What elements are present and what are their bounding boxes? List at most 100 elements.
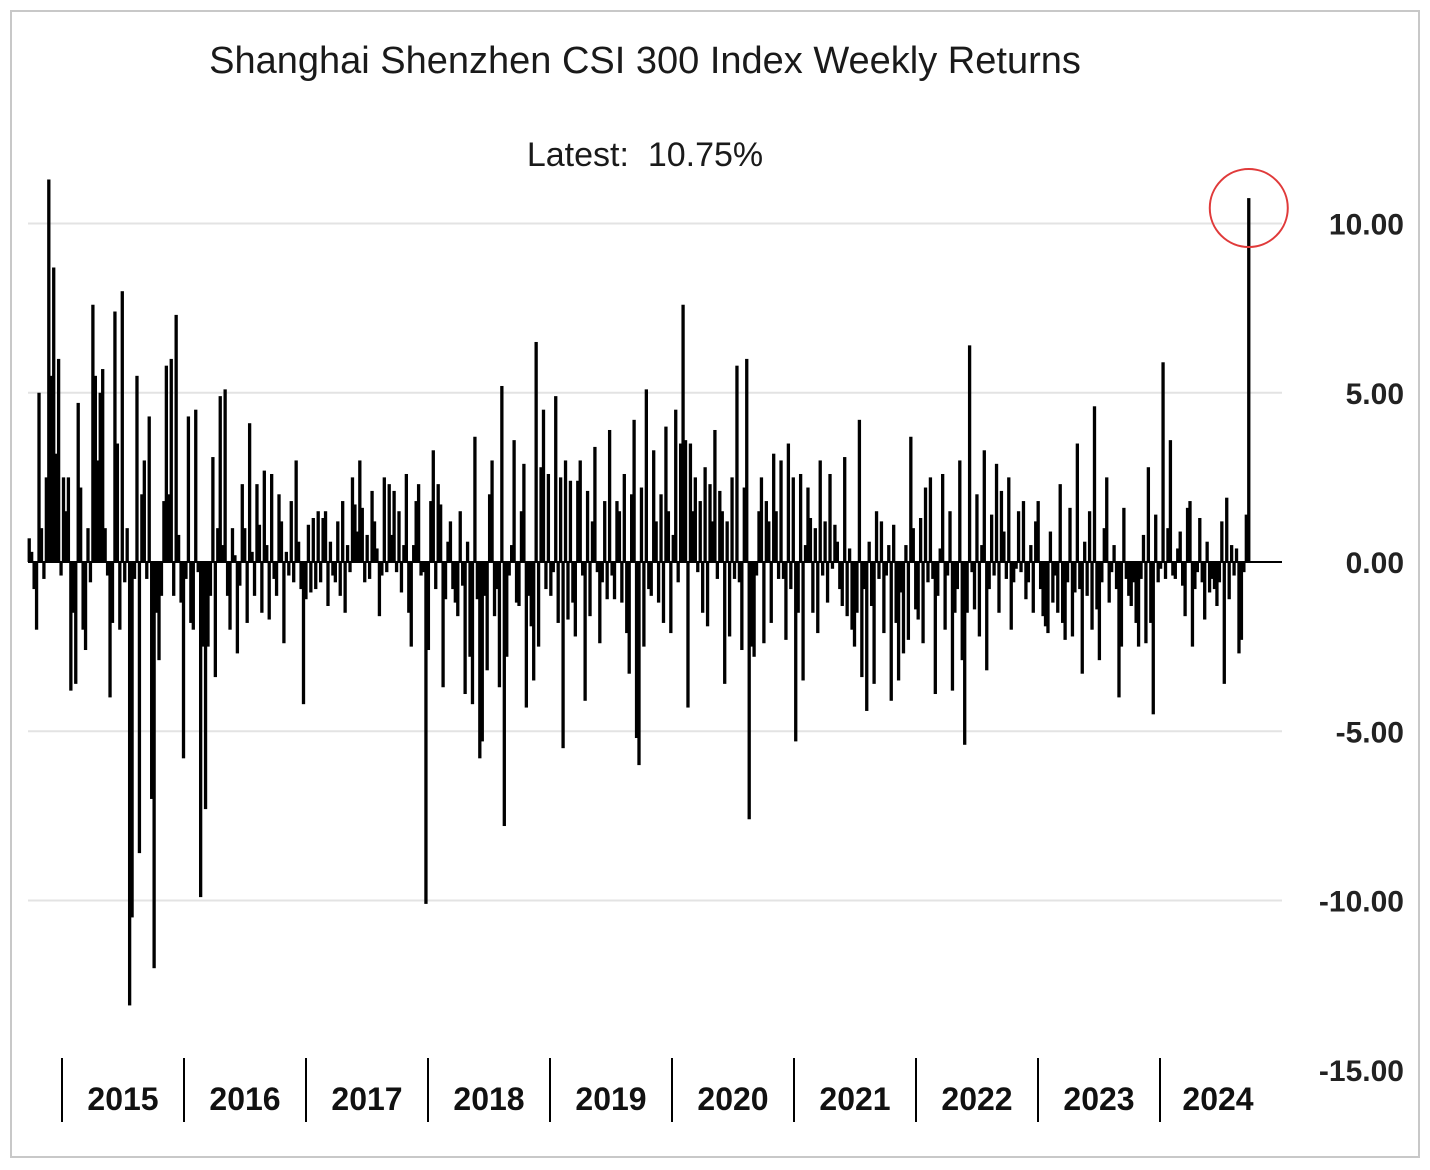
bar xyxy=(487,494,492,562)
bar xyxy=(798,473,803,562)
bar xyxy=(625,562,629,634)
bar xyxy=(524,562,529,708)
bar xyxy=(421,562,426,573)
bar xyxy=(563,460,568,562)
bar xyxy=(970,562,974,573)
bar xyxy=(1205,541,1209,562)
bar xyxy=(333,562,337,583)
bar xyxy=(953,562,957,613)
bar xyxy=(169,358,173,562)
bar xyxy=(485,562,489,671)
annotations xyxy=(1208,168,1289,248)
bar xyxy=(167,494,171,562)
bar xyxy=(960,562,964,661)
bar xyxy=(1068,507,1072,562)
bar xyxy=(789,562,793,590)
bar xyxy=(66,477,71,562)
bar xyxy=(1090,562,1094,630)
bar xyxy=(967,345,972,562)
bar xyxy=(1161,362,1165,562)
bar xyxy=(801,562,805,681)
bar xyxy=(1198,517,1202,562)
bar xyxy=(150,562,154,799)
bar xyxy=(857,419,862,562)
bar xyxy=(272,562,276,579)
bar xyxy=(710,521,715,562)
bar xyxy=(56,358,61,562)
bar xyxy=(1232,562,1236,576)
bar xyxy=(835,541,840,562)
bar xyxy=(363,562,367,583)
bar xyxy=(223,389,227,562)
bar xyxy=(923,487,928,562)
bar xyxy=(284,551,289,562)
bar xyxy=(176,534,181,562)
x-tick-label-2023: 2023 xyxy=(1063,1081,1134,1117)
bar xyxy=(554,396,558,562)
bar xyxy=(108,562,112,698)
bar xyxy=(341,501,345,562)
bar xyxy=(816,562,820,634)
bar xyxy=(725,521,729,562)
bar xyxy=(847,548,852,562)
bar xyxy=(387,484,391,562)
latest-value: 10.75% xyxy=(647,136,764,174)
bar xyxy=(732,562,737,579)
bar xyxy=(311,517,315,562)
bar xyxy=(647,562,651,590)
bar xyxy=(576,480,580,562)
bar xyxy=(404,473,409,562)
bar xyxy=(1034,521,1038,562)
bar xyxy=(1127,562,1131,596)
bar xyxy=(438,504,443,562)
y-axis-labels: 10.00 5.00 0.00 -5.00 -10.00 -15.00 xyxy=(1319,209,1404,1088)
bar xyxy=(480,562,484,742)
bar xyxy=(208,562,213,596)
bar xyxy=(118,562,122,630)
bar xyxy=(265,545,269,562)
bar xyxy=(943,562,947,630)
bar xyxy=(30,551,34,562)
bar xyxy=(510,545,514,562)
bar xyxy=(681,304,685,562)
bar xyxy=(840,562,844,607)
bar xyxy=(407,562,411,613)
bar xyxy=(532,562,536,681)
bar xyxy=(409,562,413,647)
bar xyxy=(862,562,866,590)
bar xyxy=(1217,562,1222,583)
bar xyxy=(1061,562,1065,623)
bar xyxy=(39,528,44,562)
bar xyxy=(64,511,68,562)
bar xyxy=(573,562,577,637)
bar xyxy=(446,541,450,562)
bar xyxy=(274,562,279,596)
bar xyxy=(101,369,105,562)
bar xyxy=(759,477,764,562)
bar xyxy=(299,562,303,590)
bar xyxy=(1041,562,1045,617)
bar xyxy=(130,562,134,918)
bar xyxy=(140,494,144,562)
bar xyxy=(644,389,648,562)
bar xyxy=(997,562,1001,613)
bar xyxy=(1007,477,1011,562)
bar xyxy=(1038,562,1043,590)
bar xyxy=(808,517,813,562)
bar xyxy=(252,562,257,596)
bar xyxy=(585,490,590,562)
bar xyxy=(1154,514,1158,562)
bar xyxy=(1144,562,1148,644)
chart-title: Shanghai Shenzhen CSI 300 Index Weekly R… xyxy=(209,40,1081,82)
bar xyxy=(1185,507,1190,562)
bar xyxy=(394,562,399,573)
bar xyxy=(91,304,95,562)
bar xyxy=(113,311,117,562)
x-tick-label-2018: 2018 xyxy=(453,1081,524,1117)
bar xyxy=(730,477,734,562)
bar xyxy=(270,473,274,562)
bar xyxy=(1026,562,1031,583)
bar xyxy=(490,460,494,562)
bar xyxy=(605,562,609,600)
bar xyxy=(343,562,347,613)
